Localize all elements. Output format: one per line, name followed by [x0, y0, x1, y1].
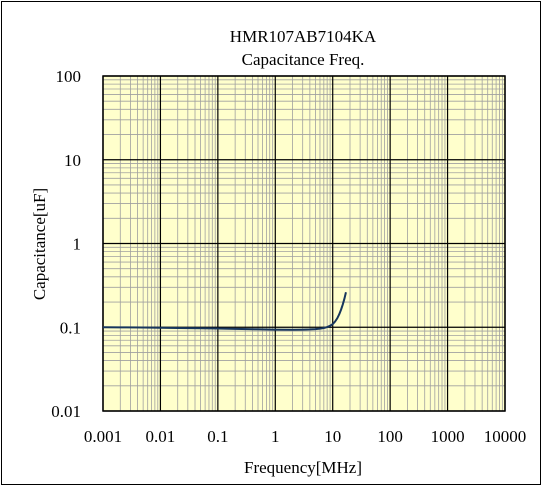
y-tick-labels: 0.01 0.1 1 10 100	[51, 67, 81, 421]
x-axis-label: Frequency[MHz]	[244, 458, 362, 477]
y-tick-label: 100	[56, 67, 82, 86]
plot-frame	[102, 75, 506, 412]
chart-subtitle: Capacitance Freq.	[242, 50, 365, 69]
x-tick-label: 1	[271, 427, 280, 446]
x-tick-labels: 0.001 0.01 0.1 1 10 100 1000 10000	[84, 427, 526, 446]
x-tick-label: 1000	[431, 427, 465, 446]
x-tick-label: 0.001	[84, 427, 122, 446]
x-tick-label: 10	[324, 427, 341, 446]
x-tick-label: 100	[377, 427, 403, 446]
y-tick-label: 0.01	[51, 402, 81, 421]
x-tick-label: 10000	[484, 427, 527, 446]
capacitance-series-line	[102, 291, 347, 331]
y-tick-label: 10	[64, 151, 81, 170]
chart-title: HMR107AB7104KA	[230, 27, 377, 46]
y-tick-label: 1	[73, 235, 82, 254]
x-tick-label: 0.01	[146, 427, 176, 446]
y-tick-label: 0.1	[60, 318, 81, 337]
y-axis-label: Capacitance[uF]	[30, 188, 49, 300]
x-tick-label: 0.1	[207, 427, 228, 446]
